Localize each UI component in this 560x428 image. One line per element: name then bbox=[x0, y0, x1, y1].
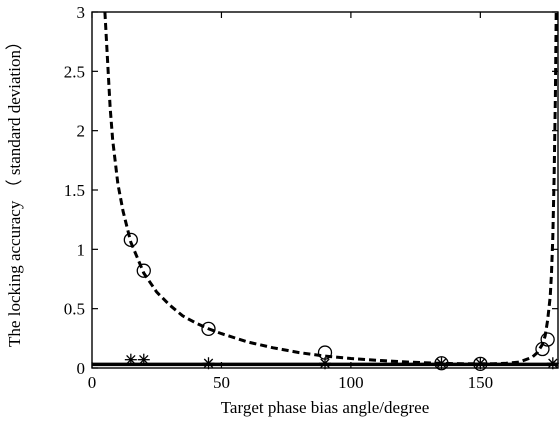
y-axis-title: The locking accuracy （ standard deviatio… bbox=[5, 33, 24, 347]
x-axis-title: Target phase bias angle/degree bbox=[221, 398, 430, 417]
asterisk-stroke bbox=[436, 358, 447, 368]
y-tick-label: 3 bbox=[77, 3, 86, 22]
y-tick-label: 2 bbox=[77, 122, 86, 141]
asterisk-stroke bbox=[126, 354, 136, 365]
y-tick-label: 0 bbox=[77, 359, 86, 378]
asterisk-stroke bbox=[320, 358, 330, 368]
series-layer bbox=[92, 11, 559, 371]
asterisk-marker bbox=[319, 357, 331, 370]
ticks bbox=[91, 11, 558, 369]
x-tick-label: 50 bbox=[213, 373, 230, 392]
asterisk-stroke bbox=[475, 358, 486, 368]
x-tick-label: 0 bbox=[88, 373, 97, 392]
circle-marker bbox=[540, 332, 555, 347]
circle-marker bbox=[201, 321, 216, 336]
x-tick-label: 100 bbox=[338, 373, 364, 392]
asterisk-stroke bbox=[203, 358, 214, 368]
y-tick-label: 1.5 bbox=[64, 181, 85, 200]
y-tick-label: 1 bbox=[77, 240, 86, 259]
asterisk-marker bbox=[546, 357, 559, 370]
asterisk-stroke bbox=[139, 354, 149, 365]
x-tick-label: 150 bbox=[468, 373, 494, 392]
y-tick-label: 2.5 bbox=[64, 62, 85, 81]
circle-marker bbox=[136, 263, 151, 278]
asterisk-marker bbox=[137, 353, 150, 366]
dashed-curve bbox=[103, 11, 558, 366]
y-tick-label: 0.5 bbox=[64, 300, 85, 319]
plot-frame bbox=[91, 11, 559, 369]
asterisk-marker bbox=[435, 357, 448, 370]
asterisk-marker bbox=[124, 353, 137, 366]
asterisk-marker bbox=[202, 357, 215, 370]
asterisk-stroke bbox=[548, 358, 558, 368]
circle-marker bbox=[123, 232, 138, 247]
circle-marker bbox=[317, 345, 333, 360]
tick-labels: 0 50 100 150 0 0.5 1 1.5 2 2.5 3 bbox=[64, 3, 493, 392]
asterisk-marker bbox=[474, 357, 487, 370]
